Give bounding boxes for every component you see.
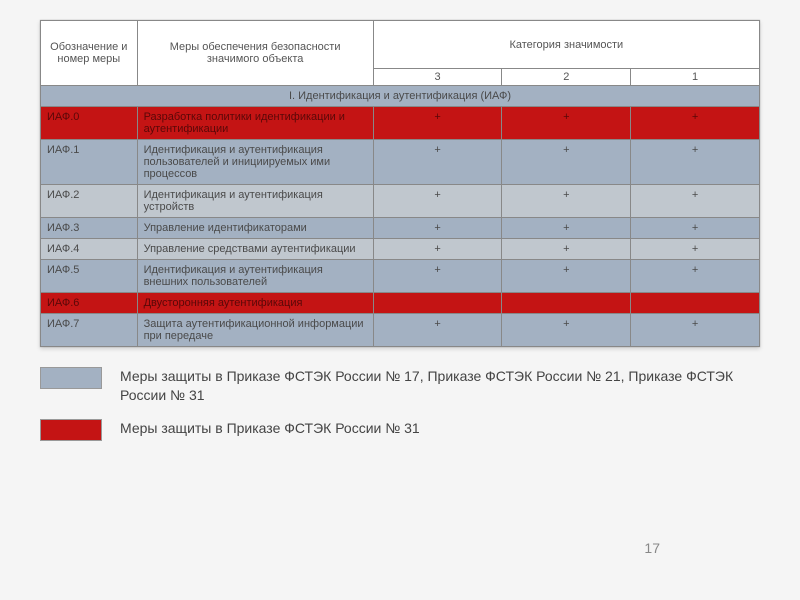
cell-mark: +	[631, 218, 760, 239]
cell-id: ИАФ.6	[41, 293, 138, 314]
legend: Меры защиты в Приказе ФСТЭК России № 17,…	[40, 367, 760, 441]
table-row: ИАФ.1Идентификация и аутентификация поль…	[41, 140, 760, 185]
cell-id: ИАФ.4	[41, 239, 138, 260]
cell-id: ИАФ.1	[41, 140, 138, 185]
cell-mark: +	[631, 314, 760, 347]
table-row: ИАФ.7Защита аутентификационной информаци…	[41, 314, 760, 347]
legend-item-1: Меры защиты в Приказе ФСТЭК России № 17,…	[40, 367, 760, 405]
cell-mark: +	[631, 185, 760, 218]
table-row: ИАФ.3Управление идентификаторами+++	[41, 218, 760, 239]
cell-label: Идентификация и аутентификация пользоват…	[137, 140, 373, 185]
cell-label: Идентификация и аутентификация устройств	[137, 185, 373, 218]
cell-label: Управление средствами аутентификации	[137, 239, 373, 260]
cell-mark: +	[373, 314, 502, 347]
legend-text-1: Меры защиты в Приказе ФСТЭК России № 17,…	[120, 367, 760, 405]
header-cat-2: 2	[502, 69, 631, 86]
cell-mark: +	[373, 107, 502, 140]
table-row: ИАФ.6Двусторонняя аутентификация	[41, 293, 760, 314]
cell-mark: +	[373, 239, 502, 260]
cell-mark: +	[502, 239, 631, 260]
cell-mark: +	[631, 107, 760, 140]
cell-id: ИАФ.0	[41, 107, 138, 140]
cell-label: Идентификация и аутентификация внешних п…	[137, 260, 373, 293]
table-row: ИАФ.5Идентификация и аутентификация внеш…	[41, 260, 760, 293]
cell-label: Управление идентификаторами	[137, 218, 373, 239]
cell-mark: +	[502, 314, 631, 347]
cell-id: ИАФ.3	[41, 218, 138, 239]
table-body: ИАФ.0Разработка политики идентификации и…	[41, 107, 760, 347]
legend-item-2: Меры защиты в Приказе ФСТЭК России № 31	[40, 419, 760, 441]
cell-mark	[373, 293, 502, 314]
legend-swatch-blue	[40, 367, 102, 389]
cell-mark: +	[631, 140, 760, 185]
cell-mark: +	[631, 239, 760, 260]
cell-id: ИАФ.7	[41, 314, 138, 347]
header-row-1: Обозначение и номер меры Меры обеспечени…	[41, 21, 760, 69]
cell-mark: +	[502, 107, 631, 140]
cell-mark: +	[502, 260, 631, 293]
cell-mark: +	[502, 185, 631, 218]
page-number: 17	[644, 540, 660, 556]
header-col-id: Обозначение и номер меры	[41, 21, 138, 86]
legend-swatch-red	[40, 419, 102, 441]
cell-mark: +	[373, 140, 502, 185]
cell-mark	[631, 293, 760, 314]
cell-id: ИАФ.2	[41, 185, 138, 218]
header-cat-1: 1	[631, 69, 760, 86]
cell-mark	[502, 293, 631, 314]
section-row: I. Идентификация и аутентификация (ИАФ)	[41, 86, 760, 107]
table-row: ИАФ.2Идентификация и аутентификация устр…	[41, 185, 760, 218]
cell-mark: +	[373, 218, 502, 239]
cell-mark: +	[502, 140, 631, 185]
cell-mark: +	[502, 218, 631, 239]
cell-label: Защита аутентификационной информации при…	[137, 314, 373, 347]
header-col-measure: Меры обеспечения безопасности значимого …	[137, 21, 373, 86]
cell-label: Двусторонняя аутентификация	[137, 293, 373, 314]
header-cat-3: 3	[373, 69, 502, 86]
cell-label: Разработка политики идентификации и ауте…	[137, 107, 373, 140]
cell-mark: +	[373, 260, 502, 293]
cell-mark: +	[631, 260, 760, 293]
header-category-title: Категория значимости	[373, 21, 759, 69]
section-title: I. Идентификация и аутентификация (ИАФ)	[41, 86, 760, 107]
table-row: ИАФ.0Разработка политики идентификации и…	[41, 107, 760, 140]
legend-text-2: Меры защиты в Приказе ФСТЭК России № 31	[120, 419, 420, 438]
cell-mark: +	[373, 185, 502, 218]
cell-id: ИАФ.5	[41, 260, 138, 293]
table-row: ИАФ.4Управление средствами аутентификаци…	[41, 239, 760, 260]
measures-table: Обозначение и номер меры Меры обеспечени…	[40, 20, 760, 347]
